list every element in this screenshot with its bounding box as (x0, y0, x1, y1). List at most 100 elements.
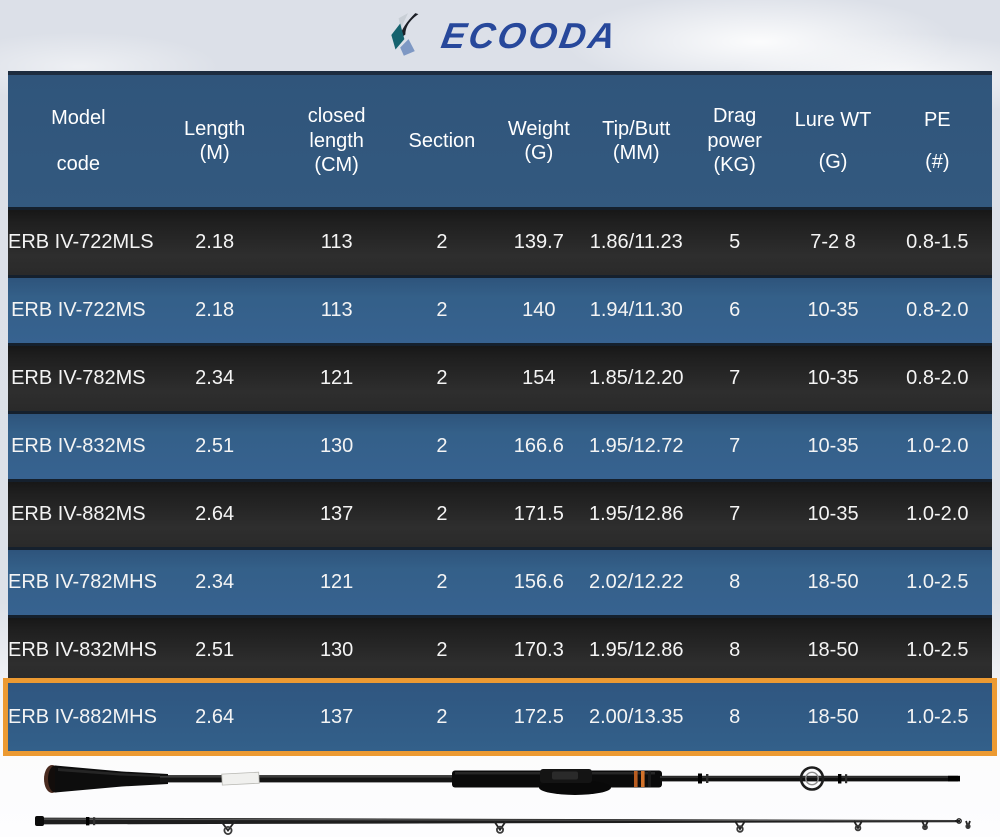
lure-cell: 18-50 (807, 639, 859, 661)
tipbutt-cell: 1.86/11.23 (589, 231, 683, 253)
tipbutt-cell: 1.95/12.86 (588, 639, 684, 661)
column-header-line: length (309, 129, 364, 152)
closed-cell: 121 (319, 571, 354, 593)
table-row: ERB IV-782MS 2.34 121 2 154 1.85/12.20 7 10-35 0… (8, 343, 992, 411)
table-row: ERB IV-782MHS 2.34 121 2 156.6 2.02/12.22 8 18-… (8, 547, 992, 615)
drag-cell: 6 (729, 299, 741, 321)
tipbutt-cell: 1.94/11.30 (589, 299, 683, 321)
model-cell: ERB IV-832MS (11, 435, 146, 457)
column-header-line: (#) (925, 151, 950, 173)
drag-cell: 5 (729, 231, 741, 253)
drag-cell: 8 (729, 705, 741, 728)
length-cell: 2.34 (195, 367, 235, 389)
length-cell: 2.18 (195, 231, 235, 253)
column-header-tipbutt: Tip/Butt (MM) (587, 75, 686, 207)
weight-cell: 166.6 (513, 435, 564, 457)
section-cell: 2 (436, 299, 448, 321)
length-cell: 2.18 (195, 299, 235, 321)
weight-cell: 140 (522, 299, 556, 321)
spec-table: Model code Length (M) closed length (CM) Sectio… (8, 71, 992, 751)
pe-cell: 0.8-1.5 (906, 231, 969, 253)
table-row-highlighted: ERB IV-882MHS 2.64 137 2 172.5 2.00/13.35 8 18-… (8, 683, 992, 751)
lure-cell: 10-35 (807, 435, 859, 457)
section-cell: 2 (436, 705, 448, 728)
closed-cell: 113 (320, 231, 353, 253)
column-header-line: Tip/Butt (602, 117, 671, 140)
weight-cell: 139.7 (513, 231, 564, 253)
column-header-line: (KG) (713, 154, 756, 177)
column-header-line: (M) (199, 142, 230, 164)
model-cell: ERB IV-782MS (11, 367, 146, 389)
drag-cell: 7 (729, 435, 741, 457)
closed-cell: 113 (320, 299, 353, 321)
weight-cell: 172.5 (513, 705, 564, 728)
length-cell: 2.34 (195, 571, 235, 593)
drag-cell: 7 (729, 367, 741, 389)
section-cell: 2 (436, 571, 448, 593)
table-row: ERB IV-832MS 2.51 130 2 166.6 1.95/12.72 7 10-3… (8, 411, 992, 479)
weight-cell: 171.5 (513, 503, 564, 525)
column-header-pe: PE (#) (883, 75, 992, 207)
model-cell: ERB IV-882MHS (8, 705, 157, 728)
closed-cell: 130 (319, 639, 354, 661)
pe-cell: 1.0-2.5 (906, 639, 969, 661)
column-header-line: Length (184, 117, 246, 140)
drag-cell: 8 (729, 571, 741, 593)
table-row: ERB IV-882MS 2.64 137 2 171.5 1.95/12.86 7 10-3… (8, 479, 992, 547)
section-cell: 2 (436, 367, 448, 389)
lure-cell: 7-2 8 (810, 231, 856, 253)
tipbutt-cell: 2.00/13.35 (588, 705, 684, 728)
rod-images (35, 765, 971, 836)
table-row: ERB IV-722MS 2.18 113 2 140 1.94/11.30 6 10-35 0… (8, 275, 992, 343)
rod-butt-section (44, 765, 960, 795)
pe-cell: 0.8-2.0 (906, 367, 969, 389)
column-header-weight: Weight (G) (491, 75, 586, 207)
tipbutt-cell: 1.95/12.72 (588, 435, 684, 457)
section-cell: 2 (436, 231, 448, 253)
column-header-line: (CM) (314, 154, 359, 177)
brand-logo: ECOODA (0, 8, 1000, 64)
length-cell: 2.51 (195, 435, 235, 457)
lure-cell: 10-35 (807, 367, 859, 389)
column-header-line: (G) (524, 142, 554, 164)
rod-tip-section (35, 816, 971, 836)
table-body: ERB IV-722MLS 2.18 113 2 139.7 1.86/11.23 5 7-2… (8, 207, 992, 751)
closed-cell: 121 (319, 367, 354, 389)
table-header-row: Model code Length (M) closed length (CM) Sectio… (8, 75, 992, 207)
section-cell: 2 (436, 639, 448, 661)
lure-cell: 18-50 (807, 571, 859, 593)
drag-cell: 7 (729, 503, 741, 525)
column-header-lure: Lure WT (G) (783, 75, 882, 207)
column-header-closed: closed length (CM) (281, 75, 393, 207)
weight-cell: 156.6 (513, 571, 564, 593)
column-header-line: (MM) (612, 142, 660, 164)
model-cell: ERB IV-722MS (11, 299, 146, 321)
column-header-model: Model code (8, 75, 149, 207)
column-header-line: closed (307, 105, 366, 128)
tipbutt-cell: 1.95/12.86 (588, 503, 684, 525)
column-header-line: Model (51, 106, 106, 129)
column-header-drag: Drag power (KG) (686, 75, 783, 207)
column-header-section: Section (393, 75, 491, 207)
tipbutt-cell: 1.85/12.20 (588, 367, 684, 389)
model-cell: ERB IV-722MLS (8, 231, 154, 253)
brand-wordmark: ECOODA (438, 15, 622, 56)
model-cell: ERB IV-832MHS (8, 639, 157, 661)
ecooda-logo-icon (391, 13, 419, 56)
lure-cell: 18-50 (807, 705, 859, 728)
column-header-line: PE (923, 108, 951, 131)
lure-cell: 10-35 (807, 299, 859, 321)
section-cell: 2 (436, 503, 448, 525)
closed-cell: 130 (319, 435, 354, 457)
weight-cell: 170.3 (513, 639, 564, 661)
length-cell: 2.51 (195, 639, 235, 661)
column-header-line: Weight (507, 117, 570, 140)
weight-cell: 154 (522, 367, 556, 389)
drag-cell: 8 (729, 639, 741, 661)
column-header-line: power (707, 129, 762, 152)
section-cell: 2 (436, 435, 448, 457)
column-header-line: code (56, 153, 101, 175)
pe-cell: 1.0-2.0 (906, 503, 969, 525)
model-cell: ERB IV-882MS (11, 503, 146, 525)
